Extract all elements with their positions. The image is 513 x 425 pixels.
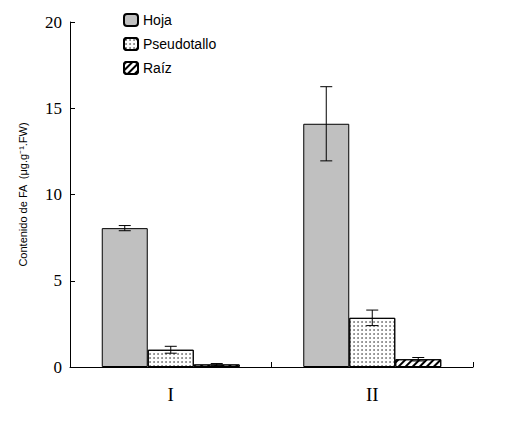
svg-text:Hoja: Hoja: [143, 12, 172, 28]
svg-text:15: 15: [45, 99, 62, 118]
svg-text:Contenido de FA (μg.g⁻¹.FW): Contenido de FA (μg.g⁻¹.FW): [17, 122, 29, 266]
svg-text:Raíz: Raíz: [143, 60, 172, 76]
svg-text:0: 0: [54, 358, 63, 377]
svg-text:10: 10: [45, 185, 62, 204]
svg-text:II: II: [366, 384, 379, 405]
svg-text:5: 5: [54, 271, 63, 290]
svg-text:Pseudotallo: Pseudotallo: [143, 36, 216, 52]
svg-text:I: I: [168, 384, 174, 405]
svg-text:20: 20: [45, 13, 62, 32]
